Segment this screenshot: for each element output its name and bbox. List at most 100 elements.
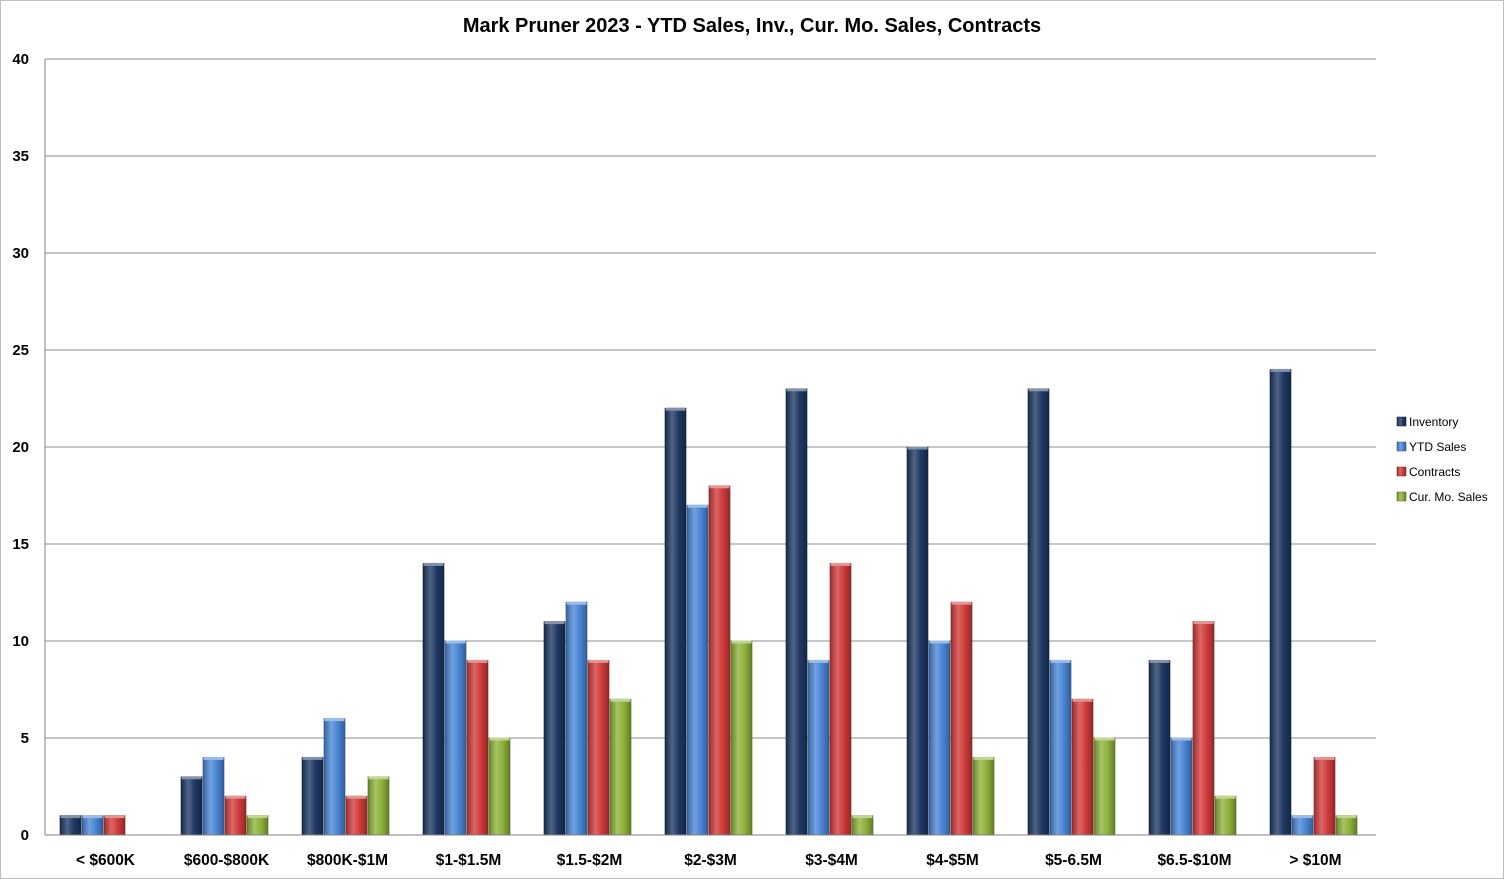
bar-top-highlight bbox=[1215, 795, 1236, 799]
bar-top-highlight bbox=[324, 718, 345, 722]
bar-ytd-sales bbox=[1049, 659, 1072, 836]
bar-inventory bbox=[59, 815, 82, 836]
bar-contracts bbox=[345, 795, 368, 836]
bar-top-highlight bbox=[852, 815, 873, 819]
bar-ytd-sales bbox=[202, 756, 225, 836]
bar-body bbox=[323, 718, 346, 836]
bar-top-highlight bbox=[247, 815, 268, 819]
bar-body bbox=[950, 601, 973, 836]
legend-label: YTD Sales bbox=[1409, 440, 1466, 454]
bar-top-highlight bbox=[104, 815, 125, 819]
bar-body bbox=[928, 640, 951, 836]
bar-ytd-sales bbox=[1170, 737, 1193, 836]
x-tick-label: $5-6.5M bbox=[1045, 852, 1102, 869]
bar-ytd-sales bbox=[928, 640, 951, 836]
bar-body bbox=[1313, 757, 1336, 836]
bar-inventory bbox=[543, 621, 566, 836]
bar-cur-mo-sales bbox=[367, 776, 390, 836]
bar-body bbox=[1093, 737, 1116, 836]
bar-ytd-sales bbox=[565, 601, 588, 836]
legend-item: Inventory bbox=[1396, 415, 1458, 429]
bar-body bbox=[730, 640, 753, 836]
bar-body bbox=[466, 660, 489, 836]
bar-top-highlight bbox=[467, 659, 488, 663]
bar-body bbox=[180, 776, 203, 836]
bar-top-highlight bbox=[929, 640, 950, 644]
bar-body bbox=[345, 795, 368, 836]
bar-top-highlight bbox=[1171, 737, 1192, 741]
x-tick-label: $1.5-$2M bbox=[557, 852, 622, 869]
bar-top-highlight bbox=[610, 698, 631, 702]
bar-body bbox=[1335, 815, 1358, 836]
legend: Inventory YTD Sales Contracts Cur. Mo. Sale… bbox=[1396, 415, 1488, 504]
x-tick-label: $1-$1.5M bbox=[436, 852, 501, 869]
bar-top-highlight bbox=[489, 737, 510, 741]
bar-top-highlight bbox=[225, 795, 246, 799]
bar-body bbox=[807, 660, 830, 836]
bar-contracts bbox=[708, 485, 731, 836]
legend-swatch bbox=[1396, 416, 1407, 427]
bar-body bbox=[1071, 698, 1094, 836]
x-tick-label: $800K-$1M bbox=[307, 852, 388, 869]
x-tick-label: $6.5-$10M bbox=[1157, 852, 1231, 869]
x-tick-label: < $600K bbox=[76, 852, 136, 869]
bar-cur-mo-sales bbox=[488, 737, 511, 836]
bar-body bbox=[543, 621, 566, 836]
bar-body bbox=[1049, 660, 1072, 836]
bar-ytd-sales bbox=[81, 815, 104, 836]
y-axis: 0 5 10 15 20 25 30 35 40 bbox=[12, 51, 46, 844]
bar-top-highlight bbox=[1292, 815, 1313, 819]
bar-ytd-sales bbox=[323, 718, 346, 836]
bar-top-highlight bbox=[423, 562, 444, 566]
legend-item: YTD Sales bbox=[1396, 440, 1466, 454]
y-tick-label: 5 bbox=[21, 730, 29, 747]
bar-body bbox=[59, 815, 82, 836]
bar-contracts bbox=[1313, 756, 1336, 836]
bar-body bbox=[785, 388, 808, 836]
bar-cur-mo-sales bbox=[246, 815, 269, 836]
legend-swatch bbox=[1396, 466, 1407, 477]
bar-top-highlight bbox=[973, 756, 994, 760]
bar-top-highlight bbox=[786, 388, 807, 392]
legend-label: Inventory bbox=[1409, 415, 1458, 429]
y-tick-label: 35 bbox=[12, 148, 29, 165]
bar-body bbox=[587, 660, 610, 836]
bar-top-highlight bbox=[709, 485, 730, 489]
bar-inventory bbox=[422, 562, 445, 836]
bar-top-highlight bbox=[445, 640, 466, 644]
bar-contracts bbox=[829, 562, 852, 836]
bar-inventory bbox=[664, 407, 687, 836]
bar-body bbox=[609, 698, 632, 836]
chart-title: Mark Pruner 2023 - YTD Sales, Inv., Cur.… bbox=[463, 15, 1041, 37]
bar-cur-mo-sales bbox=[730, 640, 753, 836]
legend-item: Contracts bbox=[1396, 465, 1460, 479]
bar-body bbox=[1148, 660, 1171, 836]
bars bbox=[59, 368, 1358, 836]
legend-label: Cur. Mo. Sales bbox=[1409, 490, 1488, 504]
bar-inventory bbox=[1027, 388, 1050, 836]
bar-top-highlight bbox=[82, 815, 103, 819]
bar-body bbox=[972, 757, 995, 836]
bar-top-highlight bbox=[544, 621, 565, 625]
bar-contracts bbox=[466, 659, 489, 836]
bar-inventory bbox=[301, 756, 324, 836]
bar-top-highlight bbox=[60, 815, 81, 819]
bar-top-highlight bbox=[302, 756, 323, 760]
bar-top-highlight bbox=[907, 446, 928, 450]
bar-contracts bbox=[224, 795, 247, 836]
legend-swatch bbox=[1396, 491, 1407, 502]
x-tick-label: $3-$4M bbox=[805, 852, 858, 869]
bar-body bbox=[301, 757, 324, 836]
bar-top-highlight bbox=[1028, 388, 1049, 392]
bar-inventory bbox=[1148, 659, 1171, 836]
bar-top-highlight bbox=[687, 504, 708, 508]
bar-top-highlight bbox=[951, 601, 972, 605]
bar-body bbox=[1269, 369, 1292, 836]
bar-top-highlight bbox=[1336, 815, 1357, 819]
bar-body bbox=[422, 563, 445, 836]
bar-ytd-sales bbox=[1291, 815, 1314, 836]
y-tick-label: 0 bbox=[21, 827, 29, 844]
y-tick-label: 10 bbox=[12, 633, 29, 650]
bar-body bbox=[1291, 815, 1314, 836]
